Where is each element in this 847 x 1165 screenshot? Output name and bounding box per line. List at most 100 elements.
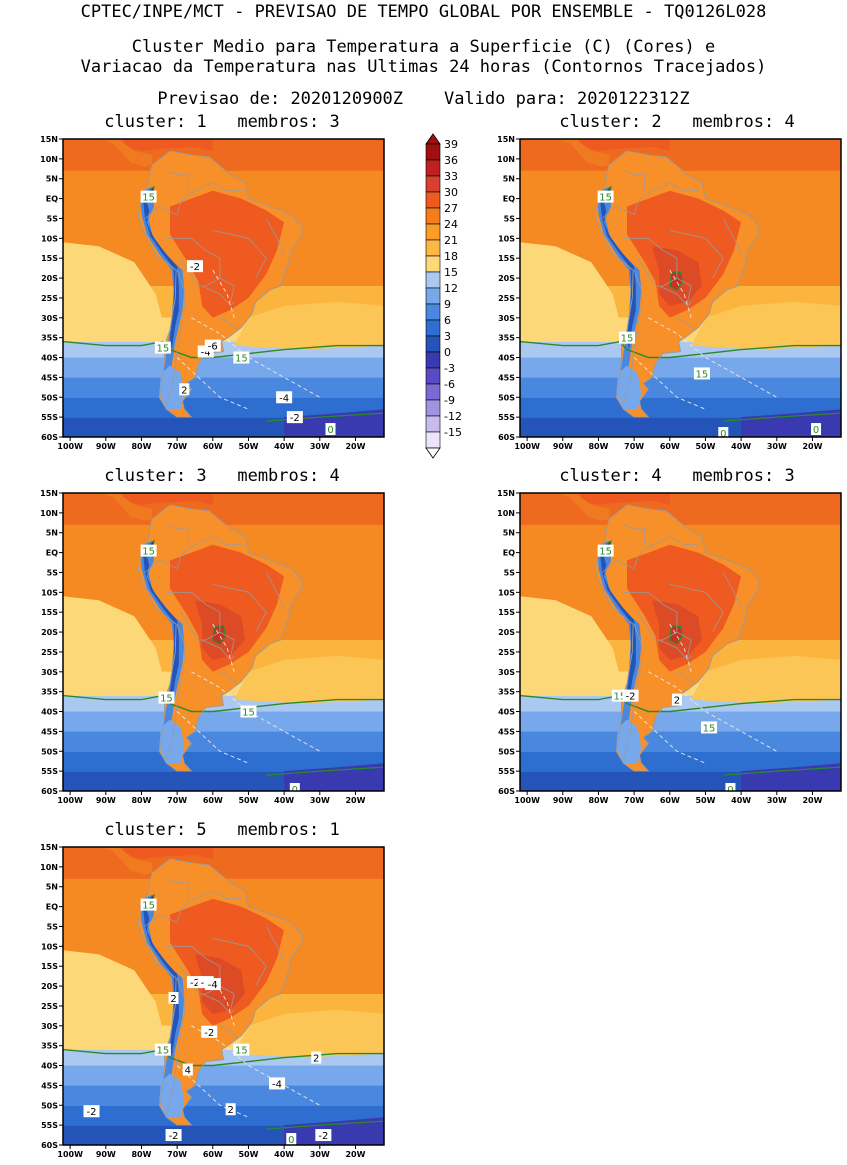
lat-tick-label: 30S <box>41 314 58 323</box>
lat-tick-label: 10S <box>41 234 58 243</box>
lat-tick-label: 50S <box>498 393 515 402</box>
lat-tick-label: 60S <box>498 787 515 796</box>
lon-tick-label: 40W <box>274 442 294 451</box>
patagonia-zone <box>616 365 642 410</box>
colorbar-label: 27 <box>444 202 458 215</box>
colorbar-swatch <box>425 239 441 257</box>
lat-tick-label: 55S <box>41 413 58 422</box>
lat-tick-label: 20S <box>41 982 58 991</box>
lat-tick-label: 25S <box>498 294 515 303</box>
contour-label-bg <box>622 689 639 702</box>
central-america-land <box>63 847 153 875</box>
lon-tick-label: 40W <box>274 796 294 805</box>
lat-tick-label: 10N <box>40 863 58 872</box>
colorbar-label: 9 <box>444 298 451 311</box>
country-border <box>623 237 692 302</box>
main-title: CPTEC/INPE/MCT - PREVISAO DE TEMPO GLOBA… <box>80 2 767 22</box>
country-border <box>166 623 185 760</box>
lon-tick-label: 40W <box>731 796 751 805</box>
contour-label-bg <box>179 383 190 396</box>
lon-tick-label: 20W <box>802 796 822 805</box>
temperature-band <box>63 357 384 378</box>
lon-tick-label: 60W <box>203 796 223 805</box>
lat-tick-label: 25S <box>498 648 515 657</box>
country-border <box>166 878 189 899</box>
lat-tick-label: 25S <box>41 648 58 657</box>
lon-tick-label: 100W <box>514 442 540 451</box>
colorbar-swatch <box>425 383 441 401</box>
pacific-cool-zone <box>520 596 620 696</box>
contour-label-bg <box>204 978 221 991</box>
contour-label-bg <box>158 691 175 704</box>
temperature-band <box>63 377 384 398</box>
falkland-islands <box>209 756 222 761</box>
lat-tick-label: 55S <box>41 1121 58 1130</box>
country-border <box>201 639 235 661</box>
country-border <box>265 572 285 609</box>
falkland-islands <box>209 1110 222 1115</box>
contour-label: 15 <box>599 547 612 558</box>
country-border <box>265 218 285 255</box>
andes-core <box>143 198 179 350</box>
colorbar-swatch <box>425 319 441 337</box>
lon-tick-label: 40W <box>731 442 751 451</box>
contour-0c <box>266 766 384 776</box>
contour-label-bg <box>276 391 293 404</box>
change-contour <box>191 671 321 752</box>
country-border <box>658 639 692 661</box>
subtitle-line-2: Variacao da Temperatura nas Ultimas 24 h… <box>80 57 767 77</box>
contour-label: 4 <box>185 1066 191 1077</box>
country-border <box>623 170 646 191</box>
coastline <box>137 504 303 772</box>
contour-label: -4 <box>208 980 218 991</box>
hot-region <box>627 544 742 672</box>
contour-label: 0 <box>327 425 333 436</box>
contour-label-bg <box>597 544 614 557</box>
lon-tick-label: 20W <box>802 442 822 451</box>
lon-tick-label: 90W <box>96 442 116 451</box>
contour-label-bg <box>154 1043 171 1056</box>
lon-tick-label: 30W <box>310 442 330 451</box>
lat-tick-label: 30S <box>41 1022 58 1031</box>
country-border <box>658 285 692 307</box>
country-border <box>219 671 239 685</box>
colorbar-swatch <box>425 159 441 177</box>
lat-tick-label: 40S <box>41 708 58 717</box>
colorbar-swatch <box>425 351 441 369</box>
lat-tick-label: 20S <box>41 628 58 637</box>
lon-tick-label: 50W <box>695 442 715 451</box>
contour-label: -2 <box>318 1131 328 1142</box>
contour-label-bg <box>140 544 157 557</box>
lat-tick-label: 25S <box>41 294 58 303</box>
country-border <box>669 584 724 633</box>
falkland-islands <box>666 756 679 761</box>
lat-tick-label: 15S <box>41 608 58 617</box>
map-frame <box>62 846 385 1146</box>
patagonia-zone <box>159 365 185 410</box>
lat-tick-label: 15S <box>498 608 515 617</box>
contour-label: 0 <box>720 429 726 440</box>
colorbar-swatch <box>425 303 441 321</box>
lat-tick-label: 55S <box>498 767 515 776</box>
colorbar-top-arrow <box>425 133 441 145</box>
andes-core <box>600 198 636 350</box>
lat-tick-label: 35S <box>498 688 515 697</box>
colorbar-swatch <box>425 191 441 209</box>
hot-region <box>170 898 285 1026</box>
panel-title-cluster-4: cluster: 4 membros: 3 <box>559 466 795 486</box>
map-area: 15-215 -4-6152-4-2015N10N5NEQ5S10S15S20S2… <box>40 135 385 451</box>
temperature-band <box>63 731 384 752</box>
country-border <box>669 230 724 279</box>
contour-label-bg <box>140 190 157 203</box>
lat-tick-label: 10N <box>40 509 58 518</box>
lat-tick-label: 20S <box>41 274 58 283</box>
lon-tick-label: 20W <box>345 442 365 451</box>
contour-label-bg <box>140 898 157 911</box>
lat-tick-label: 50S <box>41 393 58 402</box>
lat-tick-label: 15N <box>497 489 515 498</box>
contour-15c <box>520 340 841 359</box>
country-border <box>219 317 239 331</box>
contour-label: 15 <box>160 694 173 705</box>
central-america-land <box>63 139 153 167</box>
